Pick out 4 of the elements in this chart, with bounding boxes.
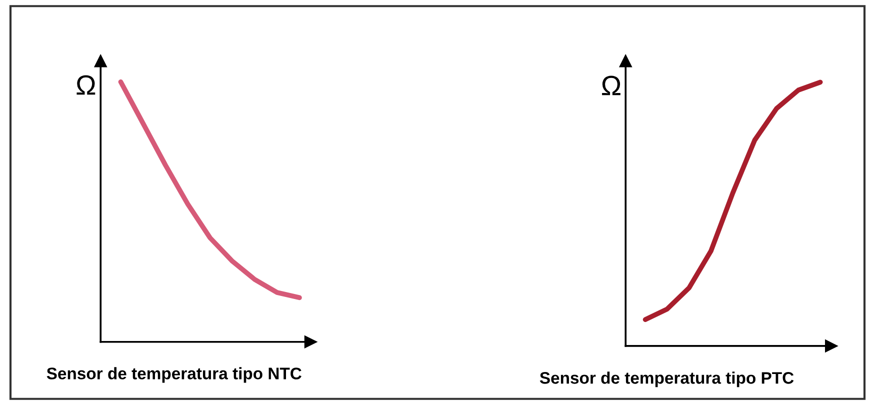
y-axis-title: Ω	[602, 76, 620, 96]
y-axis-title: Ω	[76, 75, 96, 95]
x-axis-title: Sensor de temperatura tipo NTC	[46, 367, 302, 383]
x-axis-title: Sensor de temperatura tipo PTC	[540, 372, 794, 388]
